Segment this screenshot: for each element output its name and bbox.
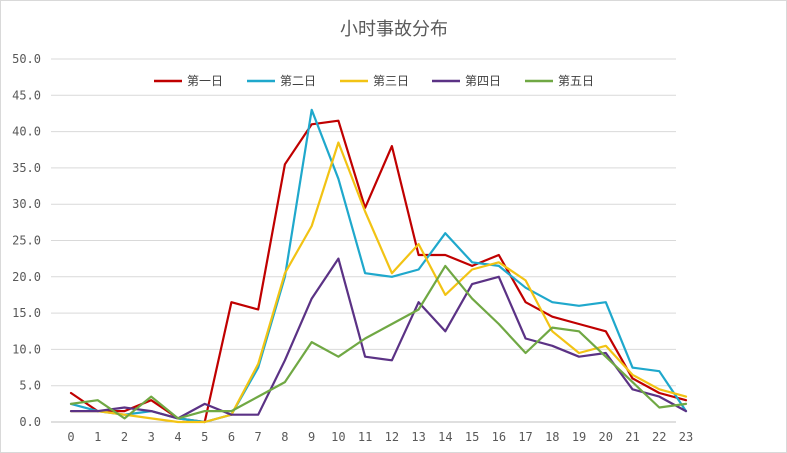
x-tick-label: 19	[572, 430, 586, 444]
y-tick-label: 30.0	[12, 197, 41, 211]
x-tick-label: 4	[174, 430, 181, 444]
x-tick-label: 3	[148, 430, 155, 444]
gridlines	[51, 58, 676, 387]
x-tick-label: 10	[331, 430, 345, 444]
chart-title: 小时事故分布	[340, 19, 448, 40]
series-line-1	[69, 119, 688, 424]
legend-item-2: 第二日	[247, 74, 316, 88]
legend-label: 第三日	[373, 74, 409, 88]
x-tick-label: 21	[625, 430, 639, 444]
legend-label: 第四日	[465, 74, 501, 88]
legend-label: 第五日	[558, 74, 594, 88]
x-tick-label: 9	[308, 430, 315, 444]
x-tick-label: 20	[599, 430, 613, 444]
series-line-3	[69, 141, 688, 424]
series-line-2	[69, 108, 688, 424]
x-tick-label: 8	[281, 430, 288, 444]
x-tick-label: 2	[121, 430, 128, 444]
legend-item-4: 第四日	[432, 74, 501, 88]
y-tick-label: 10.0	[12, 342, 41, 356]
series-line-4	[69, 257, 688, 420]
y-tick-label: 15.0	[12, 306, 41, 320]
x-tick-label: 23	[679, 430, 693, 444]
x-tick-label: 18	[545, 430, 559, 444]
axes: 0.05.010.015.020.025.030.035.040.045.050…	[12, 52, 693, 444]
x-tick-label: 15	[465, 430, 479, 444]
x-tick-label: 14	[438, 430, 452, 444]
y-tick-label: 25.0	[12, 234, 41, 248]
x-tick-label: 11	[358, 430, 372, 444]
x-tick-label: 13	[411, 430, 425, 444]
legend-item-3: 第三日	[340, 74, 409, 88]
x-tick-label: 16	[492, 430, 506, 444]
legend-item-1: 第一日	[154, 74, 223, 88]
x-tick-label: 17	[518, 430, 532, 444]
y-tick-label: 50.0	[12, 52, 41, 66]
y-tick-label: 5.0	[19, 379, 41, 393]
x-tick-label: 1	[94, 430, 101, 444]
x-tick-label: 22	[652, 430, 666, 444]
y-tick-label: 35.0	[12, 161, 41, 175]
y-tick-label: 45.0	[12, 88, 41, 102]
x-tick-label: 12	[385, 430, 399, 444]
x-tick-label: 7	[255, 430, 262, 444]
x-tick-label: 6	[228, 430, 235, 444]
legend: 第一日 第二日 第三日 第四日 第五日	[154, 74, 594, 88]
y-tick-label: 40.0	[12, 125, 41, 139]
legend-label: 第二日	[280, 74, 316, 88]
y-tick-label: 0.0	[19, 415, 41, 429]
legend-label: 第一日	[187, 74, 223, 88]
x-tick-label: 5	[201, 430, 208, 444]
legend-item-5: 第五日	[525, 74, 594, 88]
x-tick-label: 0	[67, 430, 74, 444]
series-lines	[69, 108, 688, 424]
series-line-5	[69, 264, 688, 420]
y-tick-label: 20.0	[12, 270, 41, 284]
